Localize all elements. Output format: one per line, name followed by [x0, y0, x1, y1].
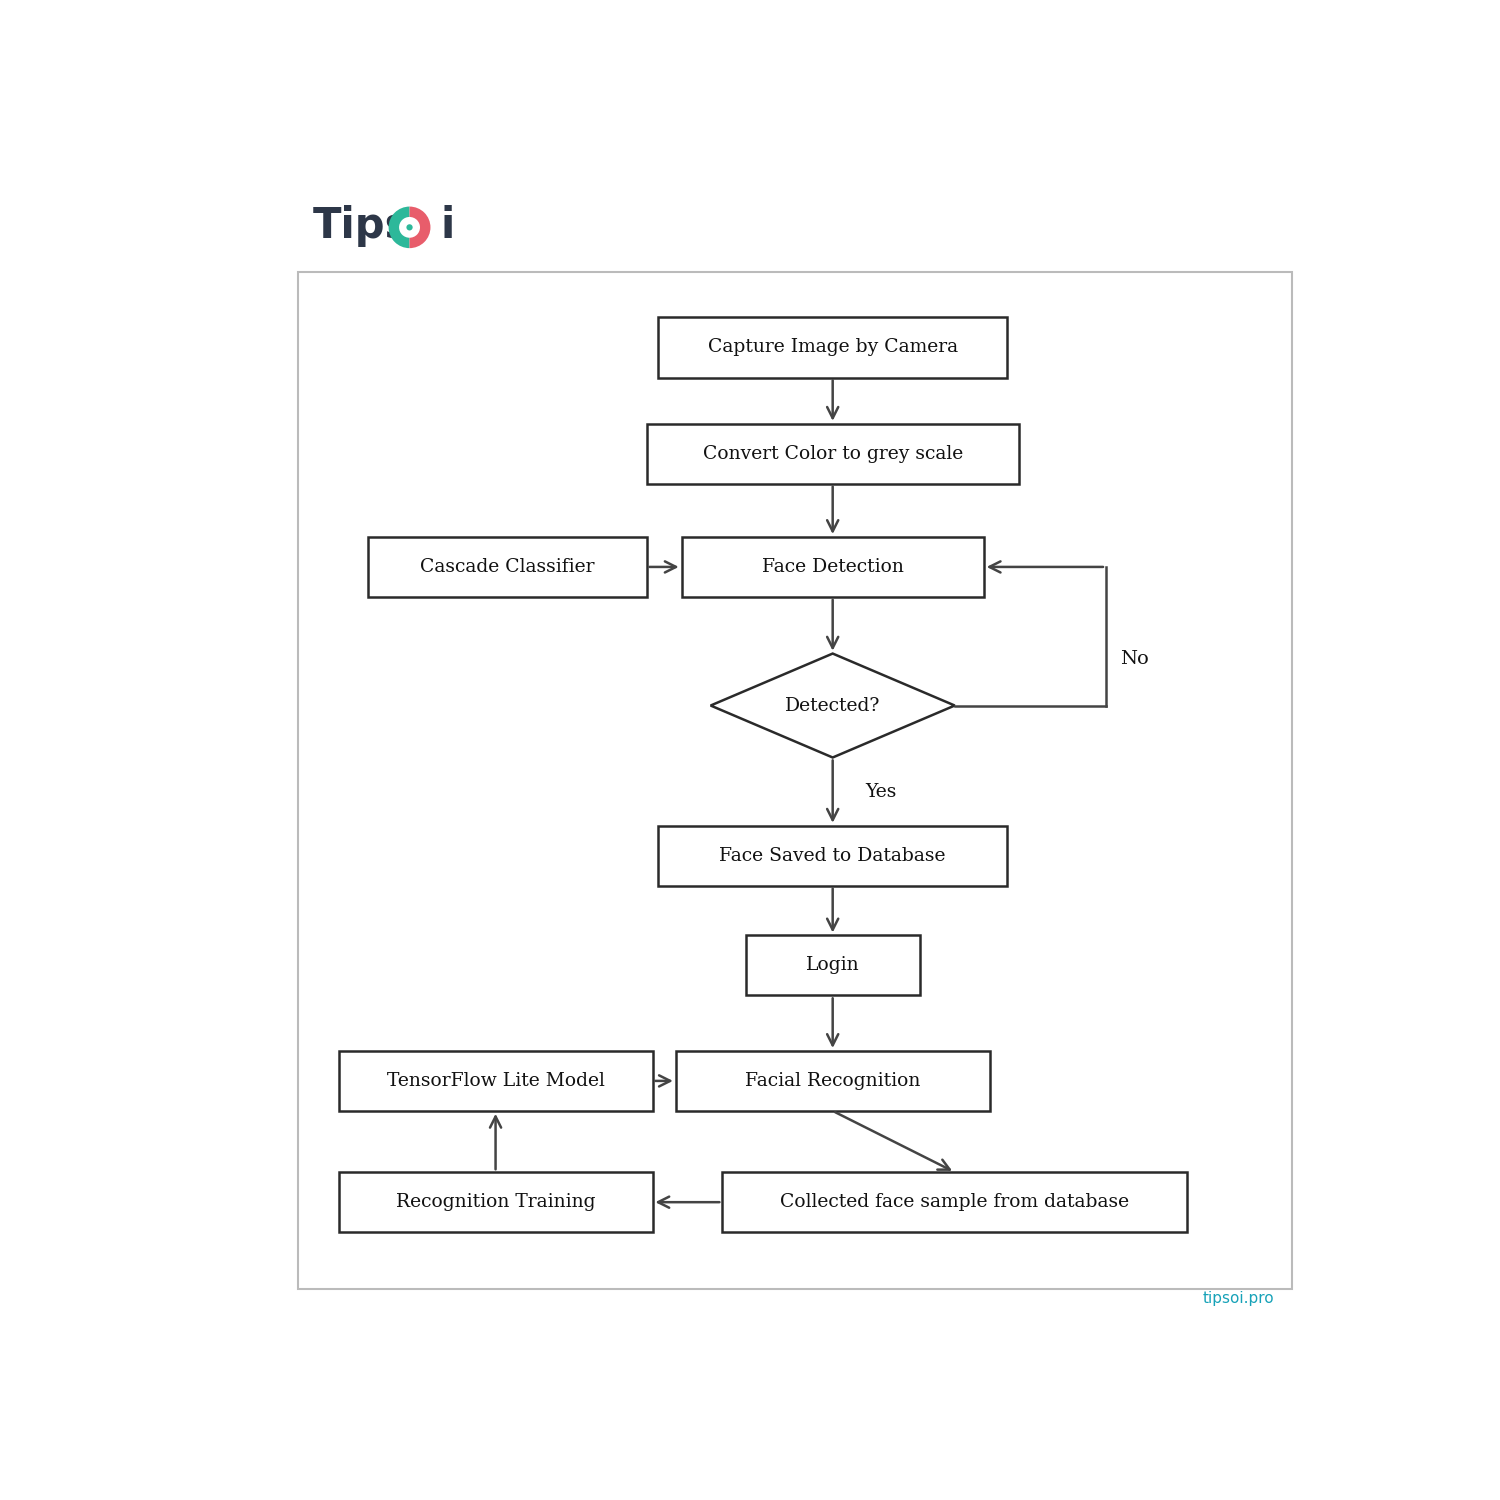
- Text: Recognition Training: Recognition Training: [396, 1192, 596, 1210]
- Polygon shape: [711, 654, 954, 758]
- FancyBboxPatch shape: [646, 423, 1018, 484]
- Circle shape: [406, 224, 412, 231]
- FancyBboxPatch shape: [658, 825, 1006, 885]
- Text: Capture Image by Camera: Capture Image by Camera: [708, 339, 957, 357]
- Text: Yes: Yes: [865, 783, 897, 801]
- FancyBboxPatch shape: [746, 936, 920, 996]
- Text: tipsoi.pro: tipsoi.pro: [1203, 1292, 1275, 1306]
- Text: Facial Recognition: Facial Recognition: [746, 1072, 921, 1090]
- FancyBboxPatch shape: [339, 1172, 652, 1232]
- Text: TensorFlow Lite Model: TensorFlow Lite Model: [387, 1072, 604, 1090]
- FancyBboxPatch shape: [368, 537, 646, 597]
- Text: No: No: [1120, 651, 1149, 669]
- Text: Tips: Tips: [314, 206, 411, 248]
- FancyBboxPatch shape: [658, 318, 1006, 378]
- Text: Face Detection: Face Detection: [762, 558, 903, 576]
- FancyBboxPatch shape: [675, 1052, 990, 1112]
- Text: Collected face sample from database: Collected face sample from database: [780, 1192, 1130, 1210]
- FancyBboxPatch shape: [298, 273, 1292, 1288]
- FancyBboxPatch shape: [339, 1052, 652, 1112]
- Wedge shape: [388, 207, 410, 248]
- Text: i: i: [441, 206, 454, 248]
- Text: Login: Login: [806, 957, 859, 975]
- Text: Face Saved to Database: Face Saved to Database: [720, 846, 946, 864]
- FancyBboxPatch shape: [723, 1172, 1188, 1232]
- Text: Detected?: Detected?: [784, 696, 880, 714]
- FancyBboxPatch shape: [681, 537, 984, 597]
- Circle shape: [399, 217, 420, 237]
- Text: Convert Color to grey scale: Convert Color to grey scale: [702, 444, 963, 462]
- Wedge shape: [410, 207, 430, 248]
- Text: Cascade Classifier: Cascade Classifier: [420, 558, 594, 576]
